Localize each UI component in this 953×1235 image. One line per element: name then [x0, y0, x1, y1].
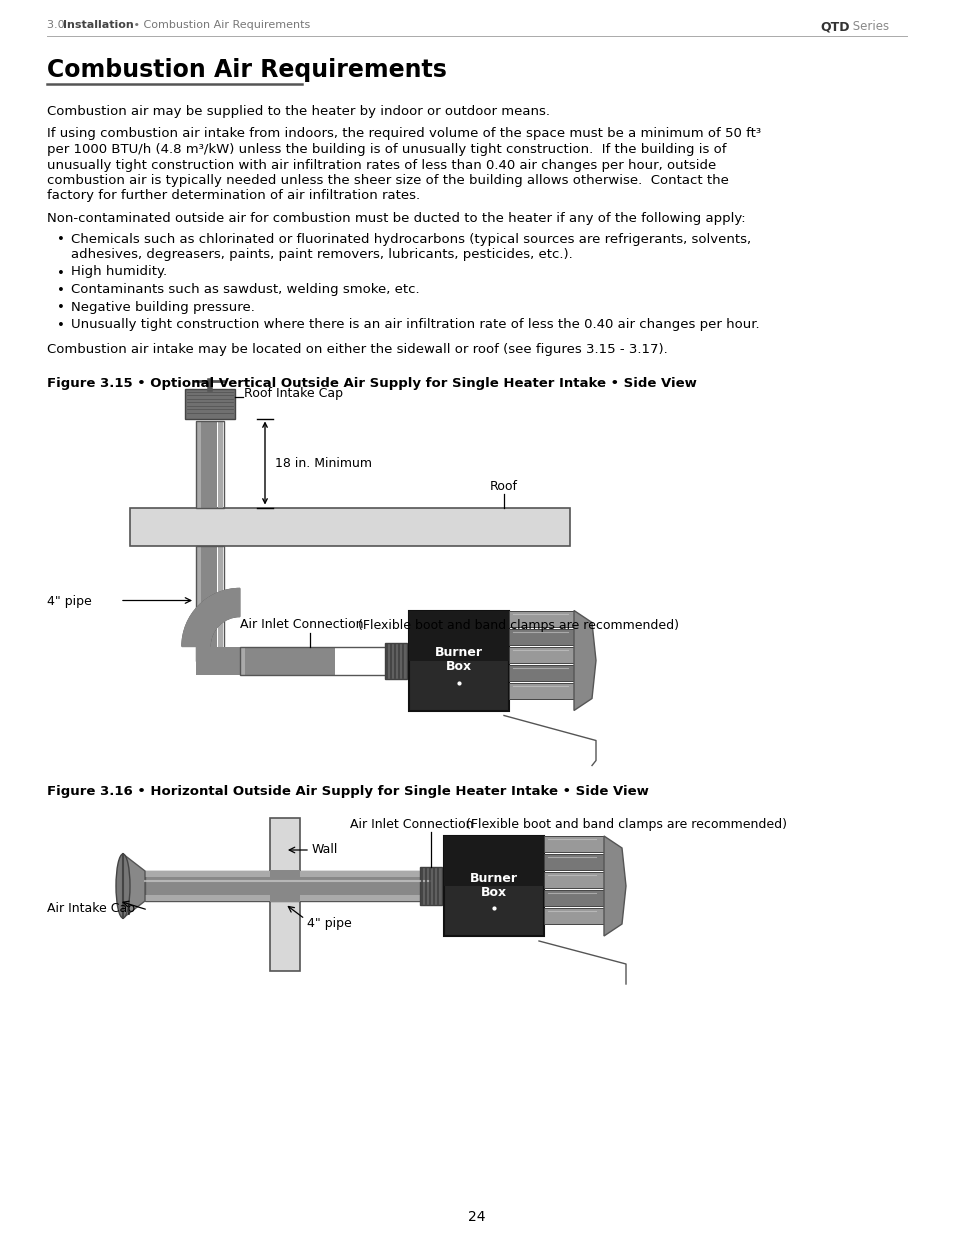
Text: QTD: QTD	[820, 20, 848, 33]
Text: Combustion air intake may be located on either the sidewall or roof (see figures: Combustion air intake may be located on …	[47, 343, 667, 357]
Text: Roof: Roof	[490, 479, 517, 493]
Polygon shape	[603, 836, 625, 936]
Bar	[195, 420, 201, 508]
Text: Unusually tight construction where there is an air infiltration rate of less the: Unusually tight construction where there…	[71, 317, 759, 331]
Text: Figure 3.16 • Horizontal Outside Air Supply for Single Heater Intake • Side View: Figure 3.16 • Horizontal Outside Air Sup…	[47, 785, 648, 799]
Bar	[195, 420, 224, 508]
Text: (Flexible boot and band clamps are recommended): (Flexible boot and band clamps are recom…	[465, 818, 786, 831]
Text: 4" pipe: 4" pipe	[307, 918, 352, 930]
Polygon shape	[574, 610, 596, 710]
Text: Series: Series	[848, 20, 888, 33]
Polygon shape	[123, 853, 145, 918]
Bar	[443, 836, 543, 936]
Text: Combustion air may be supplied to the heater by indoor or outdoor means.: Combustion air may be supplied to the he…	[47, 105, 550, 119]
Text: Installation: Installation	[63, 20, 133, 30]
Polygon shape	[182, 589, 240, 646]
Bar	[270, 818, 299, 971]
Bar	[543, 853, 603, 869]
Bar	[409, 610, 509, 710]
Text: Figure 3.15 • Optional Vertical Outside Air Supply for Single Heater Intake • Si: Figure 3.15 • Optional Vertical Outside …	[47, 377, 696, 390]
Bar	[145, 871, 430, 877]
Text: 3.0: 3.0	[47, 20, 68, 30]
Bar	[509, 683, 574, 699]
Text: Air Intake Cap: Air Intake Cap	[47, 902, 135, 915]
Text: Air Inlet Connection: Air Inlet Connection	[350, 818, 473, 831]
Text: unusually tight construction with air infiltration rates of less than 0.40 air c: unusually tight construction with air in…	[47, 158, 716, 172]
Bar	[195, 546, 201, 661]
Text: combustion air is typically needed unless the sheer size of the building allows : combustion air is typically needed unles…	[47, 174, 728, 186]
Bar	[509, 629, 574, 645]
Text: If using combustion air intake from indoors, the required volume of the space mu: If using combustion air intake from indo…	[47, 127, 760, 141]
Bar	[543, 872, 603, 888]
Bar	[543, 908, 603, 924]
Text: Non-contaminated outside air for combustion must be ducted to the heater if any : Non-contaminated outside air for combust…	[47, 212, 745, 225]
Bar	[185, 389, 234, 419]
Text: •: •	[57, 284, 65, 296]
Text: Box: Box	[445, 659, 472, 673]
Bar	[509, 610, 574, 626]
Text: 24: 24	[468, 1210, 485, 1224]
Bar	[509, 664, 574, 680]
Bar	[270, 869, 299, 902]
Text: •: •	[57, 319, 65, 332]
Text: (Flexible boot and band clamps are recommended): (Flexible boot and band clamps are recom…	[357, 619, 679, 631]
Text: • Combustion Air Requirements: • Combustion Air Requirements	[130, 20, 310, 30]
Text: Contaminants such as sawdust, welding smoke, etc.: Contaminants such as sawdust, welding sm…	[71, 283, 419, 296]
Bar	[201, 420, 216, 508]
Ellipse shape	[116, 853, 130, 918]
Bar	[130, 508, 569, 546]
Bar	[543, 890, 603, 906]
Text: 4" pipe: 4" pipe	[47, 594, 91, 608]
Bar	[543, 836, 603, 852]
Text: Burner: Burner	[470, 872, 517, 884]
Bar	[385, 642, 407, 678]
Bar	[385, 646, 390, 674]
Text: factory for further determination of air infiltration rates.: factory for further determination of air…	[47, 189, 419, 203]
Bar	[218, 420, 223, 508]
Text: Roof Intake Cap: Roof Intake Cap	[244, 387, 343, 399]
Bar	[409, 610, 509, 661]
Bar	[419, 867, 441, 905]
Text: Negative building pressure.: Negative building pressure.	[71, 300, 254, 314]
Bar	[240, 646, 390, 674]
Text: Burner: Burner	[435, 646, 482, 659]
Bar	[195, 646, 253, 674]
Bar	[509, 646, 574, 662]
Bar	[195, 546, 224, 661]
Text: •: •	[57, 267, 65, 279]
Text: High humidity.: High humidity.	[71, 266, 167, 279]
Bar	[145, 895, 430, 902]
Text: •: •	[57, 233, 65, 247]
Bar	[443, 836, 543, 885]
Bar	[245, 646, 335, 674]
Bar	[201, 546, 216, 661]
Text: •: •	[57, 301, 65, 315]
Text: Wall: Wall	[312, 844, 338, 856]
Text: per 1000 BTU/h (4.8 m³/kW) unless the building is of unusually tight constructio: per 1000 BTU/h (4.8 m³/kW) unless the bu…	[47, 143, 726, 156]
Bar	[240, 646, 245, 674]
Text: Combustion Air Requirements: Combustion Air Requirements	[47, 58, 446, 82]
Text: Chemicals such as chlorinated or fluorinated hydrocarbons (typical sources are r: Chemicals such as chlorinated or fluorin…	[71, 232, 750, 246]
Bar	[145, 871, 430, 902]
Text: Box: Box	[480, 885, 507, 899]
Text: adhesives, degreasers, paints, paint removers, lubricants, pesticides, etc.).: adhesives, degreasers, paints, paint rem…	[71, 248, 572, 261]
Text: Air Inlet Connection: Air Inlet Connection	[240, 619, 363, 631]
Text: 18 in. Minimum: 18 in. Minimum	[274, 457, 372, 471]
Bar	[218, 546, 223, 661]
